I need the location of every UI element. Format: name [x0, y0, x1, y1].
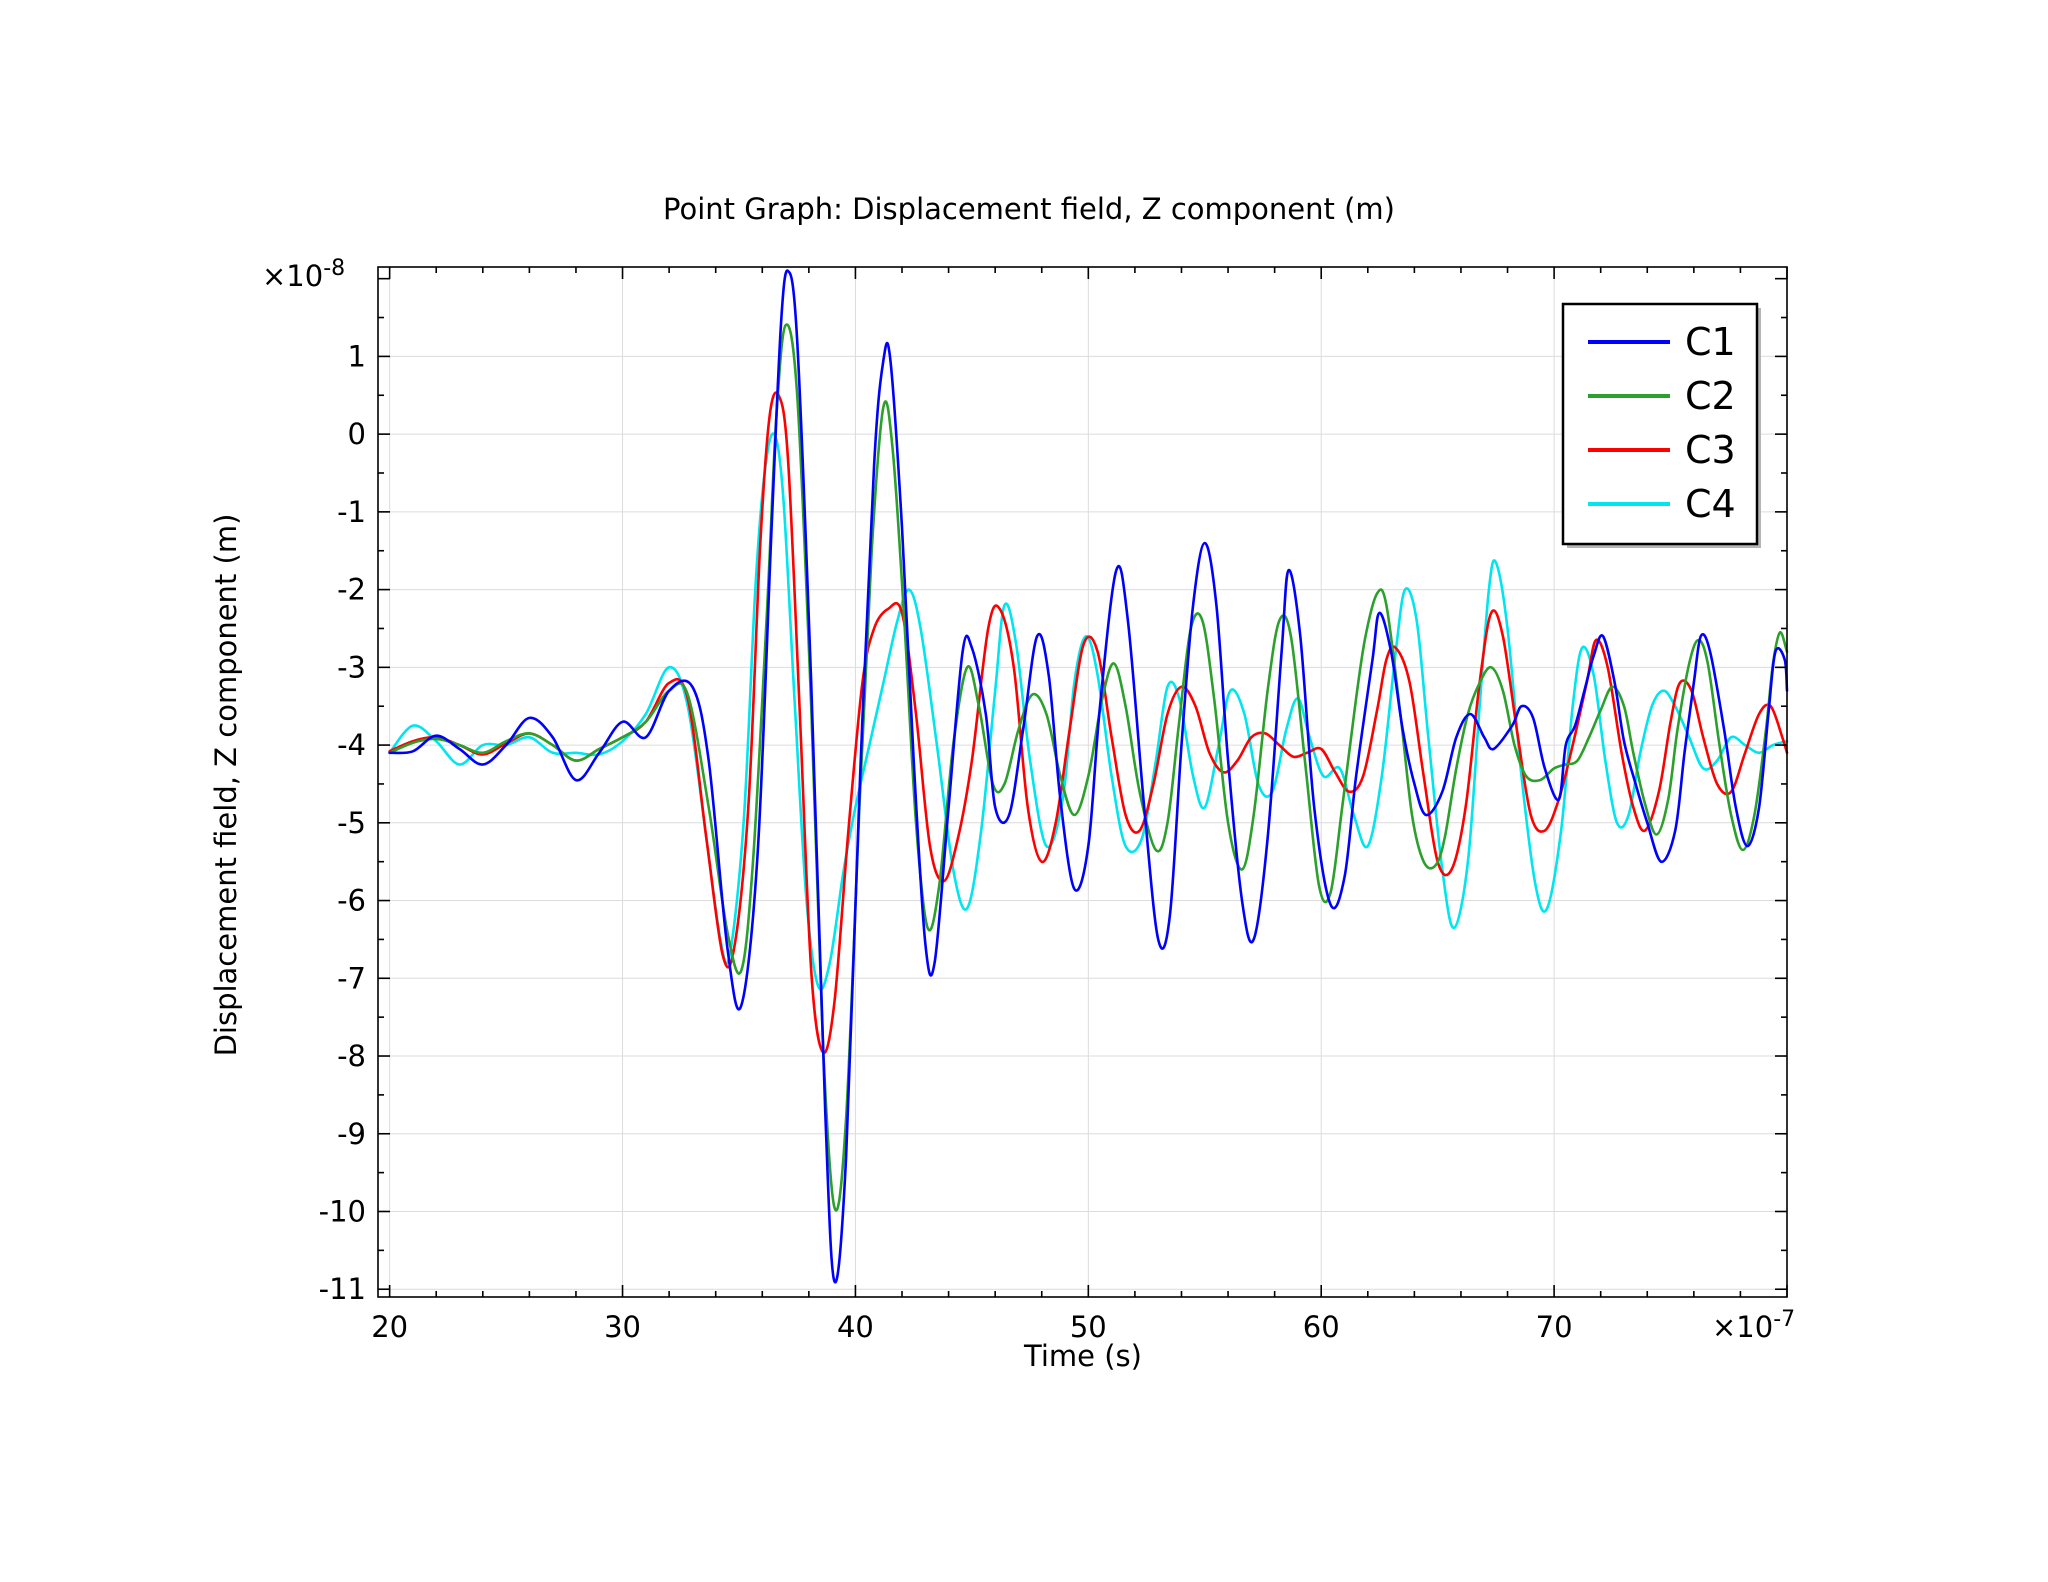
y-axis-multiplier: ×10-8: [262, 256, 345, 293]
x-multiplier-base: ×10: [1712, 1310, 1773, 1344]
legend: C1 C2 C3 C4: [1561, 302, 1761, 548]
x-multiplier-exponent: -7: [1773, 1307, 1795, 1332]
grid-lines: [378, 267, 1788, 1297]
axis-ticks: [378, 267, 1788, 1297]
x-tick-label: 70: [1536, 1310, 1573, 1344]
x-tick-labels: 20 30 40 50 60 70: [371, 1310, 1572, 1344]
chart-title: Point Graph: Displacement field, Z compo…: [663, 192, 1395, 226]
y-tick-label: -8: [337, 1039, 366, 1073]
y-tick-label: -11: [319, 1272, 366, 1306]
legend-items: C1 C2 C3 C4: [1588, 320, 1736, 526]
plot-area-frame: [377, 266, 1788, 1298]
y-tick-label: -1: [337, 495, 366, 529]
y-tick-labels: 1 0 -1 -2 -3 -4 -5 -6 -7 -8 -9 -10 -11: [319, 339, 366, 1306]
legend-label-c4: C4: [1685, 482, 1736, 526]
y-tick-label: 0: [348, 417, 366, 451]
y-tick-label: -6: [337, 884, 366, 918]
y-tick-label: -4: [337, 728, 366, 762]
y-axis-label: Displacement field, Z component (m): [209, 514, 243, 1057]
y-tick-label: -10: [319, 1194, 366, 1228]
x-axis-multiplier: ×10-7: [1712, 1307, 1795, 1344]
y-tick-label: -7: [337, 961, 366, 995]
y-multiplier-exponent: -8: [323, 256, 345, 281]
legend-label-c3: C3: [1685, 428, 1736, 472]
legend-label-c1: C1: [1685, 320, 1736, 364]
x-tick-label: 40: [837, 1310, 874, 1344]
x-tick-label: 50: [1070, 1310, 1107, 1344]
series-line-c1: [388, 269, 1789, 1284]
x-tick-label: 20: [371, 1310, 408, 1344]
y-multiplier-base: ×10: [262, 259, 323, 293]
y-tick-label: -3: [337, 650, 366, 684]
y-tick-label: 1: [348, 339, 366, 373]
series-lines: [388, 269, 1789, 1284]
x-axis-label: Time (s): [1023, 1339, 1142, 1373]
y-tick-label: -9: [337, 1117, 366, 1151]
x-tick-label: 60: [1303, 1310, 1340, 1344]
x-tick-label: 30: [604, 1310, 641, 1344]
y-tick-label: -5: [337, 806, 366, 840]
y-tick-label: -2: [337, 573, 366, 607]
legend-label-c2: C2: [1685, 374, 1736, 418]
